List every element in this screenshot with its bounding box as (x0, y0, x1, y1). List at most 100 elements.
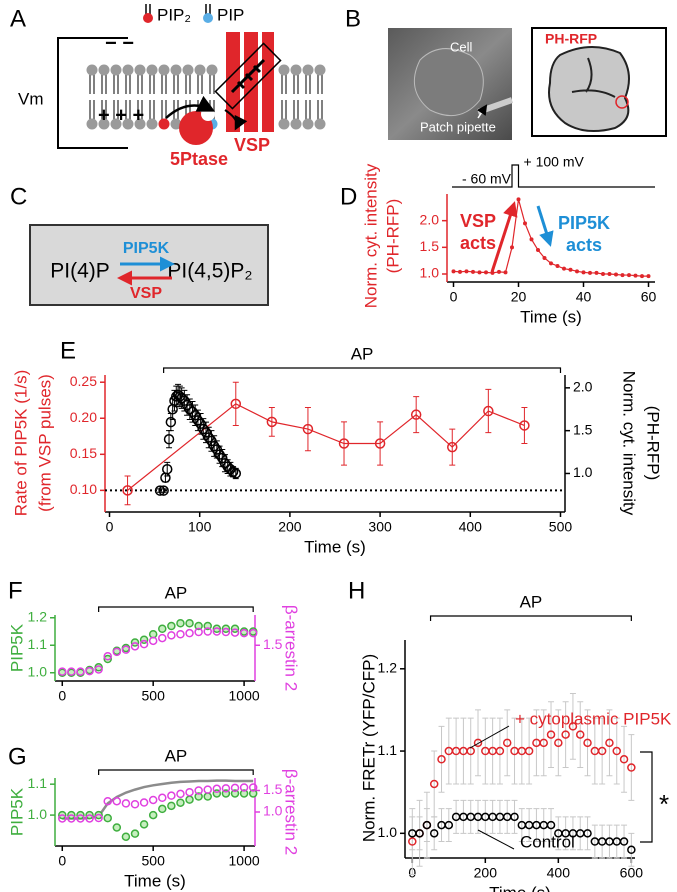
y-axis-label: Rate of PIP5K (1/s) (11, 370, 30, 516)
y-axis-label: PIP5K (7, 623, 26, 672)
data-point (148, 795, 158, 805)
data-point (122, 485, 133, 496)
data-point (171, 391, 182, 402)
lipid-head (194, 64, 206, 76)
error-bar (416, 816, 423, 851)
data-point (422, 820, 432, 830)
lipid-head (278, 118, 290, 130)
data-point (194, 792, 203, 801)
data-point (594, 270, 599, 275)
reporter-label: PH-RFP (545, 31, 597, 47)
error-bar (166, 430, 173, 449)
error-bar (460, 717, 467, 785)
product-label: PI(4,5)P₂ (167, 260, 252, 283)
error-bar (621, 725, 628, 793)
series-line (62, 779, 254, 820)
data-point (187, 406, 198, 418)
data-point (447, 441, 458, 453)
cell-outline (413, 48, 484, 117)
pipette-arrow (476, 104, 488, 119)
data-point (503, 270, 508, 275)
data-point (516, 197, 521, 202)
data-point (139, 820, 149, 829)
data-point (167, 621, 176, 631)
data-point (633, 273, 638, 278)
pip-label: PIP (217, 5, 244, 24)
x-tick-label: 500 (549, 519, 573, 535)
error-bar (453, 717, 460, 785)
data-point (575, 269, 579, 274)
data-point (627, 763, 636, 772)
lipid-head (158, 118, 170, 130)
data-point (483, 405, 494, 417)
error-bar (409, 816, 416, 851)
error-bar (569, 816, 576, 851)
panel-letter: B (345, 5, 361, 32)
annotation: acts (460, 233, 496, 253)
error-bar (475, 709, 482, 777)
error-bar (521, 406, 528, 444)
error-bar (548, 808, 555, 843)
data-point (176, 392, 187, 404)
data-point (192, 415, 204, 426)
data-point (121, 799, 131, 808)
y2-tick-label: 1.5 (573, 421, 593, 437)
vm-bracket (57, 37, 128, 149)
lipid-head (110, 64, 122, 76)
x-tick-label: 400 (459, 519, 483, 535)
data-point (85, 814, 94, 823)
data-point (185, 628, 194, 638)
ap-span (98, 606, 254, 612)
series-label: + cytoplasmic PIP5K (515, 709, 672, 728)
error-bar (489, 799, 496, 834)
y2-tick-label: 1.0 (263, 803, 283, 819)
panel-letter: G (8, 743, 27, 770)
error-bar (467, 717, 474, 785)
data-point (619, 837, 629, 846)
data-point (208, 440, 220, 452)
data-point (588, 270, 592, 275)
dephosphorylation-arrow (165, 95, 216, 119)
data-point (338, 438, 350, 449)
data-point (502, 738, 512, 748)
lipid-head (110, 118, 122, 130)
y-axis-label: Norm. cyt. intensity (361, 163, 380, 308)
data-point (198, 423, 209, 435)
data-point (619, 755, 629, 764)
y-axis-label: (PH-RFP) (383, 199, 402, 274)
x-tick-label: 500 (142, 853, 166, 869)
data-point (248, 628, 258, 638)
data-point (165, 416, 177, 428)
annotation-arrow (490, 201, 518, 273)
data-point (195, 418, 206, 430)
lipid-head (146, 64, 158, 76)
data-point (76, 667, 85, 676)
voltage-protocol (452, 164, 655, 188)
data-point (194, 627, 203, 637)
error-bar (460, 799, 467, 834)
data-point (437, 755, 446, 764)
series-line (127, 403, 525, 491)
data-point (176, 619, 185, 628)
lipid-head (98, 64, 110, 76)
panel-letter: H (348, 577, 365, 604)
data-point (510, 245, 514, 250)
x-axis-label: Time (s) (520, 307, 582, 326)
error-bar (431, 750, 438, 818)
5ptase-enzyme (179, 107, 215, 145)
data-point (568, 267, 573, 272)
ap-label: AP (165, 583, 188, 602)
data-point (302, 423, 314, 435)
data-point (230, 468, 242, 479)
data-point (554, 738, 563, 748)
y2-tick-label: 1.5 (263, 636, 283, 652)
pip2-icon (143, 4, 153, 23)
data-point (458, 269, 462, 274)
x-tick-label: 0 (58, 688, 66, 704)
data-point (217, 452, 228, 464)
y2-tick-label: 1.5 (263, 781, 283, 797)
data-point (536, 248, 540, 252)
data-point (484, 270, 488, 275)
x-tick-label: 0 (58, 853, 66, 869)
data-point (219, 457, 231, 469)
